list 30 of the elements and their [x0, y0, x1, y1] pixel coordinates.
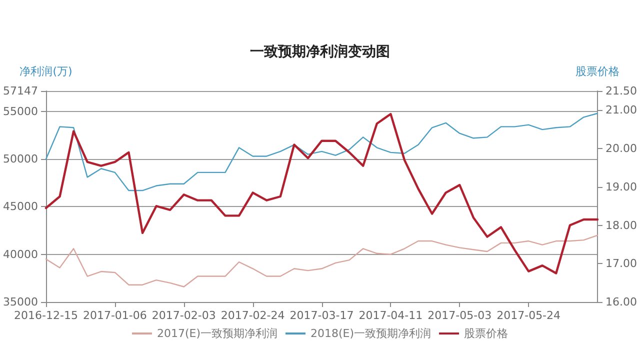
chart-title: 一致预期净利润变动图 [250, 43, 390, 60]
legend-label: 2017(E)一致预期净利润 [156, 327, 278, 340]
x-tick-label: 2016-12-15 [14, 309, 78, 322]
x-tick-label: 2017-05-24 [496, 309, 561, 322]
y2-tick-label: 21.50 [606, 84, 638, 98]
x-tick-label: 2017-02-03 [152, 309, 216, 322]
y2-tick-label: 18.00 [606, 218, 638, 232]
y2-tick-label: 16.00 [606, 296, 638, 308]
y-tick-label: 50000 [2, 152, 38, 166]
line-series [45, 112, 598, 192]
y-tick-label: 55000 [2, 104, 38, 118]
y2-tick-label: 19.00 [606, 180, 638, 194]
x-tick-label: 2017-03-17 [290, 309, 354, 322]
y-tick-label: 35000 [2, 296, 38, 308]
y2-tick-label: 17.00 [606, 257, 638, 270]
line-series [45, 234, 598, 288]
x-tick-label: 2017-05-03 [428, 309, 492, 322]
x-tick-label: 2017-04-11 [358, 309, 423, 322]
legend-label: 股票价格 [464, 327, 508, 340]
y2-axis-title: 股票价格 [576, 65, 620, 78]
line-series [44, 112, 599, 274]
y2-tick-label: 21.00 [606, 104, 638, 117]
y-tick-label: 57147 [2, 84, 38, 98]
y2-tick-label: 20.00 [606, 142, 638, 156]
y-tick-label: 40000 [2, 248, 38, 261]
x-tick-label: 2017-01-06 [82, 309, 147, 322]
legend-label: 2018(E)一致预期净利润 [310, 327, 432, 340]
y-tick-label: 45000 [2, 200, 38, 214]
x-tick-label: 2017-02-24 [220, 309, 285, 322]
y-axis-title: 净利润(万) [20, 65, 72, 78]
